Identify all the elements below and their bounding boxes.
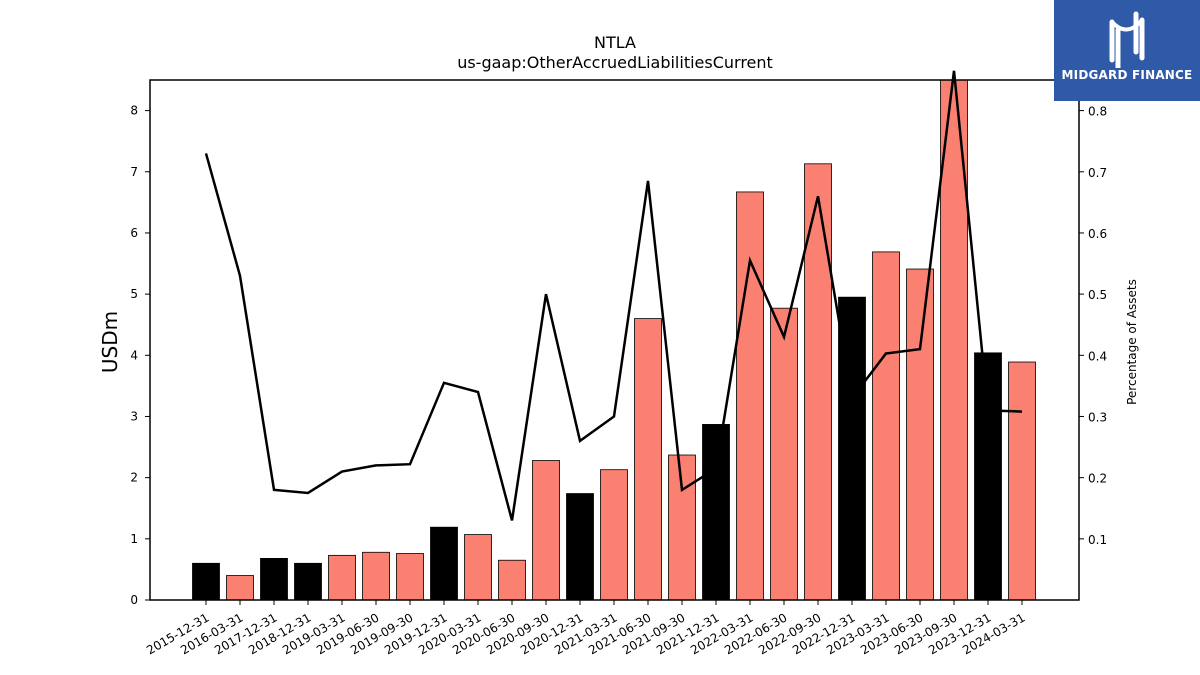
bar-2019-03-31 — [328, 554, 356, 601]
y-axis-label: USDm — [98, 311, 122, 373]
bar-2022-09-30 — [804, 163, 832, 601]
bar-2021-06-30 — [634, 318, 662, 601]
bar-2016-03-31 — [226, 575, 254, 601]
chart-title: NTLA — [594, 33, 636, 52]
right-y-axis: 0.1 0.2 0.3 0.4 0.5 0.6 0.7 0.8 — [1079, 105, 1107, 547]
chart-subtitle: us-gaap:OtherAccruedLiabilitiesCurrent — [457, 53, 773, 72]
bar-2015-12-31 — [192, 562, 220, 601]
y2-tick-label: 0.2 — [1088, 472, 1107, 486]
y-tick-label: 2 — [130, 471, 138, 485]
y-tick-label: 1 — [130, 532, 138, 546]
y-tick-label: 0 — [130, 593, 138, 607]
y2-tick-label: 0.4 — [1088, 349, 1107, 363]
y-tick-label: 7 — [130, 165, 138, 179]
bar-2020-12-31 — [566, 493, 594, 601]
midgard-finance-logo: MIDGARD FINANCE — [1054, 0, 1200, 101]
bar-2021-12-31 — [702, 424, 730, 601]
bar-2018-12-31 — [294, 562, 322, 601]
y2-axis-label: Percentage of Assets — [1125, 279, 1139, 405]
bar-2020-03-31 — [464, 534, 492, 601]
bar-2017-12-31 — [260, 558, 288, 601]
bar-series — [192, 79, 1036, 601]
bar-2020-09-30 — [532, 460, 560, 601]
y2-tick-label: 0.1 — [1088, 533, 1107, 547]
y2-tick-label: 0.6 — [1088, 227, 1107, 241]
bar-2020-06-30 — [498, 559, 526, 601]
y2-tick-label: 0.3 — [1088, 410, 1107, 424]
left-y-axis: 0 1 2 3 4 5 6 7 8 — [130, 104, 150, 607]
y-tick-label: 5 — [130, 287, 138, 301]
line-percentage-of-assets — [204, 70, 1023, 521]
y2-tick-label: 0.7 — [1088, 166, 1107, 180]
y-tick-label: 3 — [130, 409, 138, 423]
bar-2021-09-30 — [668, 454, 696, 601]
bar-2024-03-31 — [1008, 361, 1036, 601]
bar-2019-12-31 — [430, 526, 458, 601]
y2-tick-label: 0.8 — [1088, 105, 1107, 119]
bar-2019-06-30 — [362, 551, 390, 601]
logo-text: MIDGARD FINANCE — [1061, 68, 1193, 82]
bar-2023-03-31 — [872, 251, 900, 601]
y-tick-label: 4 — [130, 348, 138, 362]
x-axis: 2015-12-312016-03-312017-12-312018-12-31… — [144, 600, 1028, 657]
bar-2023-12-31 — [974, 352, 1002, 601]
line-series — [204, 70, 1023, 521]
y2-tick-label: 0.5 — [1088, 288, 1107, 302]
bar-2019-09-30 — [396, 553, 424, 601]
bar-2023-06-30 — [906, 268, 934, 601]
bar-2021-03-31 — [600, 469, 628, 601]
midgard-logo-icon — [1109, 11, 1145, 68]
y-tick-label: 6 — [130, 226, 138, 240]
bar-2022-03-31 — [736, 191, 764, 601]
y-tick-label: 8 — [130, 104, 138, 118]
bar-2022-06-30 — [770, 307, 798, 601]
